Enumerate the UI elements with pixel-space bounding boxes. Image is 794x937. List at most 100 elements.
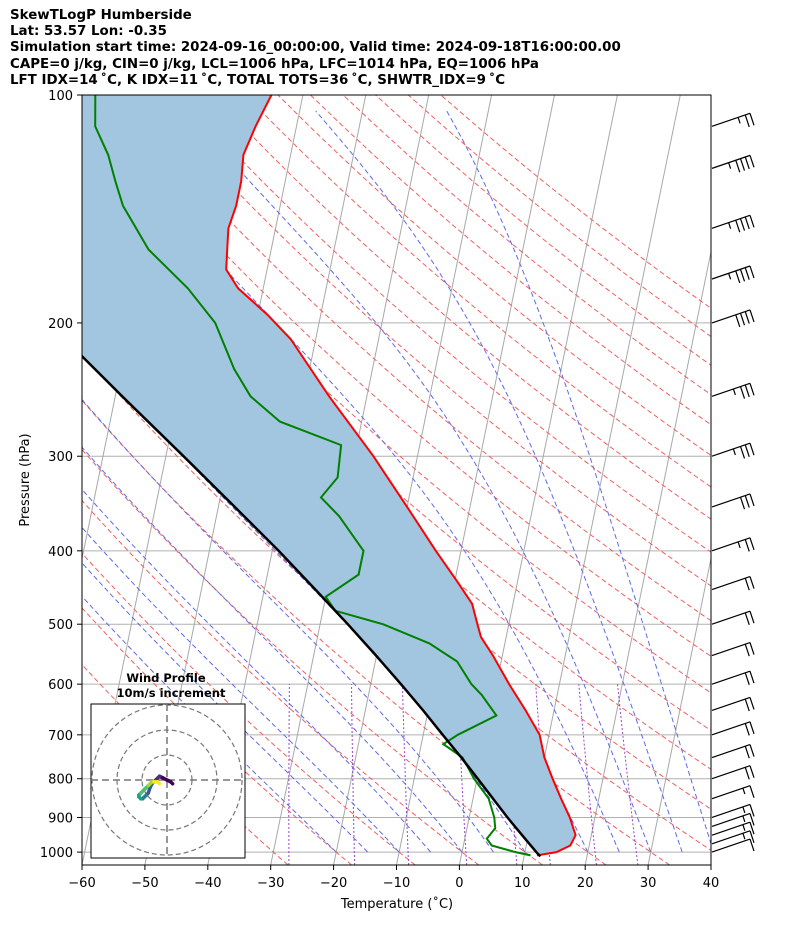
- hodograph-subtitle: 10m/s increment: [117, 686, 226, 700]
- wind-barb-staff: [711, 765, 751, 780]
- wind-barb-feather: [749, 493, 755, 507]
- moist-adiabat-line: [86, 110, 620, 853]
- time-line: Simulation start time: 2024-09-16_00:00:…: [10, 40, 621, 56]
- wind-barb: [711, 265, 755, 284]
- wind-barb-feather: [744, 612, 750, 626]
- mixing-ratio-line: [503, 684, 518, 865]
- wind-barb-feather: [749, 576, 755, 589]
- wind-barb-staff: [711, 382, 751, 397]
- x-tick-label: −40: [194, 876, 221, 891]
- wind-barb: [711, 812, 755, 828]
- wind-barb-staff: [711, 838, 751, 853]
- mixing-ratio-line: [401, 684, 410, 865]
- wind-barb: [711, 721, 755, 736]
- wind-barb-feather: [739, 158, 746, 171]
- isotherm-line: [647, 555, 711, 865]
- wind-barb-feather: [744, 767, 750, 780]
- wind-barb-feather: [749, 215, 755, 228]
- wind-barb: [711, 785, 755, 800]
- wind-barb-staff: [711, 442, 751, 457]
- isotherm-line: [333, 95, 493, 865]
- parcel-profile-line: [82, 354, 542, 858]
- y-tick-label: 400: [48, 545, 73, 560]
- hodograph-segment: [155, 780, 162, 786]
- moist-adiabat-line: [82, 398, 494, 853]
- wind-barb-staff: [711, 803, 751, 819]
- wind-barb: [711, 309, 755, 327]
- axes: −60 −50 −40 −30 −20 −10 0 10 20 30 40 1000 900 800 700…: [40, 89, 719, 891]
- wind-barb-feather: [744, 577, 750, 591]
- moist-adiabat-line: [446, 110, 711, 846]
- wind-barb-staff: [711, 265, 751, 280]
- x-tick-label: −30: [257, 876, 284, 891]
- dry-adiabat-line: [82, 499, 480, 865]
- wind-barb-feather: [749, 822, 755, 835]
- wind-barb-staff: [711, 821, 751, 836]
- wind-barb-feather: [749, 309, 755, 323]
- wind-barb-feather: [744, 444, 750, 458]
- indices-line: LFT IDX=14 ˚C, K IDX=11 ˚C, TOTAL TOTS=3…: [10, 72, 506, 88]
- wind-barb-half-feather: [742, 833, 746, 840]
- dry-adiabat-line: [82, 448, 543, 865]
- wind-barb-half-feather: [728, 273, 732, 280]
- wind-barb-feather: [749, 785, 755, 798]
- isotherm-line: [584, 249, 711, 865]
- wind-barb: [711, 803, 755, 819]
- wind-barb-staff: [711, 112, 751, 127]
- wind-barb-feather: [749, 744, 755, 757]
- wind-barb-feather: [749, 813, 755, 826]
- wind-barb-staff: [711, 575, 751, 591]
- wind-barb-feather: [749, 611, 755, 624]
- wind-barb-feather: [744, 311, 750, 324]
- wind-barb: [711, 670, 755, 685]
- wind-barb-feather: [749, 721, 755, 735]
- wind-barb-half-feather: [742, 815, 746, 823]
- wind-barb-feather: [744, 267, 750, 280]
- y-tick-label: 800: [48, 773, 73, 788]
- mixing-ratio-line: [288, 684, 290, 865]
- wind-barb-half-feather: [742, 806, 746, 814]
- isotherm-line: [774, 95, 794, 865]
- wind-barb-feather: [739, 386, 746, 399]
- x-tick-label: −60: [68, 876, 95, 891]
- wind-barb-feather: [749, 265, 755, 279]
- wind-barb-staff: [711, 154, 751, 169]
- wind-barb: [711, 214, 755, 233]
- wind-barb-half-feather: [742, 824, 746, 831]
- profile-layer: [82, 95, 577, 858]
- x-tick-label: −20: [320, 876, 347, 891]
- mixing-ratio-line: [617, 684, 639, 865]
- wind-barb-feather: [739, 218, 746, 231]
- wind-barb-feather: [739, 269, 746, 282]
- wind-barb-staff: [711, 309, 751, 324]
- x-tick-label: 30: [640, 876, 657, 891]
- wind-barb: [711, 765, 755, 780]
- wind-barb-feather: [749, 443, 755, 456]
- y-tick-label: 1000: [40, 846, 73, 861]
- x-tick-label: 10: [514, 876, 531, 891]
- cape-line: CAPE=0 j/kg, CIN=0 j/kg, LCL=1006 hPa, L…: [10, 56, 539, 72]
- wind-barb-feather: [749, 642, 755, 655]
- dry-adiabat-line: [212, 95, 711, 520]
- wind-barb: [711, 821, 755, 836]
- x-tick-label: 40: [703, 876, 720, 891]
- y-tick-label: 600: [48, 678, 73, 693]
- wind-barb: [711, 382, 755, 399]
- wind-barb-feather: [749, 830, 755, 843]
- moist-adiabat-line: [315, 110, 683, 853]
- wind-barb-staff: [711, 214, 751, 229]
- dry-adiabat-line: [342, 95, 711, 396]
- cin-fill-area: [82, 95, 576, 857]
- y-tick-label: 700: [48, 729, 73, 744]
- isotherm-line: [710, 862, 711, 865]
- wind-barb: [711, 610, 755, 626]
- wind-barb-feather: [744, 745, 750, 759]
- wind-barb-staff: [711, 641, 751, 657]
- wind-barb: [711, 838, 755, 853]
- wind-barb-feather: [739, 446, 746, 459]
- wind-barb-half-feather: [728, 162, 732, 169]
- wind-barb-feather: [749, 670, 755, 684]
- wind-barb-feather: [749, 697, 755, 710]
- wind-barb-feather: [749, 838, 755, 852]
- moist-adiabat-line: [82, 562, 369, 853]
